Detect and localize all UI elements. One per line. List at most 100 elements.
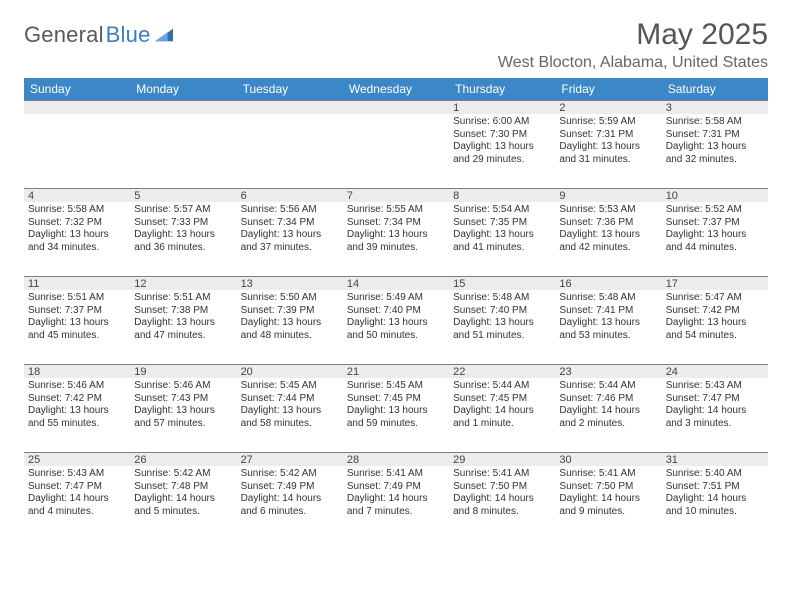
sunrise-line: Sunrise: 5:42 AM [241, 468, 339, 481]
week-row: 18Sunrise: 5:46 AMSunset: 7:42 PMDayligh… [24, 364, 768, 452]
day-body: Sunrise: 5:43 AMSunset: 7:47 PMDaylight:… [662, 378, 768, 432]
day-cell: 4Sunrise: 5:58 AMSunset: 7:32 PMDaylight… [24, 188, 130, 276]
daylight-line: Daylight: 13 hours and 47 minutes. [134, 317, 232, 342]
sunrise-line: Sunrise: 5:56 AM [241, 204, 339, 217]
sunset-line: Sunset: 7:40 PM [453, 305, 551, 318]
sunrise-line: Sunrise: 6:00 AM [453, 116, 551, 129]
brand-name-a: General [24, 22, 104, 48]
day-number-bar: 19 [130, 364, 236, 378]
day-cell: 18Sunrise: 5:46 AMSunset: 7:42 PMDayligh… [24, 364, 130, 452]
day-cell: 21Sunrise: 5:45 AMSunset: 7:45 PMDayligh… [343, 364, 449, 452]
sunrise-line: Sunrise: 5:41 AM [453, 468, 551, 481]
daylight-line: Daylight: 13 hours and 48 minutes. [241, 317, 339, 342]
day-body: Sunrise: 5:41 AMSunset: 7:50 PMDaylight:… [555, 466, 661, 520]
day-number-bar [24, 100, 130, 114]
day-cell: 12Sunrise: 5:51 AMSunset: 7:38 PMDayligh… [130, 276, 236, 364]
sunrise-line: Sunrise: 5:52 AM [666, 204, 764, 217]
sunset-line: Sunset: 7:46 PM [559, 393, 657, 406]
day-cell: 24Sunrise: 5:43 AMSunset: 7:47 PMDayligh… [662, 364, 768, 452]
sunset-line: Sunset: 7:40 PM [347, 305, 445, 318]
day-cell: 5Sunrise: 5:57 AMSunset: 7:33 PMDaylight… [130, 188, 236, 276]
day-cell: 16Sunrise: 5:48 AMSunset: 7:41 PMDayligh… [555, 276, 661, 364]
sunset-line: Sunset: 7:41 PM [559, 305, 657, 318]
day-number-bar: 31 [662, 452, 768, 466]
sunset-line: Sunset: 7:34 PM [241, 217, 339, 230]
sunrise-line: Sunrise: 5:41 AM [559, 468, 657, 481]
day-number-bar: 15 [449, 276, 555, 290]
day-cell: 3Sunrise: 5:58 AMSunset: 7:31 PMDaylight… [662, 100, 768, 188]
sunset-line: Sunset: 7:49 PM [241, 481, 339, 494]
sunrise-line: Sunrise: 5:58 AM [666, 116, 764, 129]
day-cell: 23Sunrise: 5:44 AMSunset: 7:46 PMDayligh… [555, 364, 661, 452]
day-number-bar: 26 [130, 452, 236, 466]
weekday-header: Sunday [24, 78, 130, 100]
sunset-line: Sunset: 7:45 PM [347, 393, 445, 406]
day-body: Sunrise: 5:43 AMSunset: 7:47 PMDaylight:… [24, 466, 130, 520]
day-cell: 11Sunrise: 5:51 AMSunset: 7:37 PMDayligh… [24, 276, 130, 364]
day-number-bar: 14 [343, 276, 449, 290]
day-number-bar: 4 [24, 188, 130, 202]
daylight-line: Daylight: 14 hours and 4 minutes. [28, 493, 126, 518]
daylight-line: Daylight: 13 hours and 53 minutes. [559, 317, 657, 342]
day-cell: 10Sunrise: 5:52 AMSunset: 7:37 PMDayligh… [662, 188, 768, 276]
week-row: 4 Sunrise: 5:58 AMSunset: 7:32 PM Daylight… [24, 188, 768, 276]
day-number-bar: 12 [130, 276, 236, 290]
day-body: Sunrise: 5:52 AMSunset: 7:37 PMDaylight:… [662, 202, 768, 256]
day-body: Sunrise: 5:57 AMSunset: 7:33 PMDaylight:… [130, 202, 236, 256]
day-cell: 27Sunrise: 5:42 AMSunset: 7:49 PMDayligh… [237, 452, 343, 540]
daylight-line: Daylight: 13 hours and 57 minutes. [134, 405, 232, 430]
brand-logo: GeneralBlue [24, 18, 173, 48]
sunrise-line: Sunrise: 5:41 AM [347, 468, 445, 481]
weekday-header: Thursday [449, 78, 555, 100]
daylight-line: Daylight: 14 hours and 7 minutes. [347, 493, 445, 518]
day-cell: 6Sunrise: 5:56 AMSunset: 7:34 PMDaylight… [237, 188, 343, 276]
sunrise-line: Sunrise: 5:58 AM [28, 204, 126, 217]
sunset-line: Sunset: 7:44 PM [241, 393, 339, 406]
day-number-bar [237, 100, 343, 114]
day-body: Sunrise: 5:41 AMSunset: 7:50 PMDaylight:… [449, 466, 555, 520]
sunrise-line: Sunrise: 5:45 AM [347, 380, 445, 393]
day-number-bar [343, 100, 449, 114]
day-number-bar: 13 [237, 276, 343, 290]
day-cell: 9Sunrise: 5:53 AMSunset: 7:36 PMDaylight… [555, 188, 661, 276]
day-cell: 25Sunrise: 5:43 AMSunset: 7:47 PMDayligh… [24, 452, 130, 540]
day-cell: 19Sunrise: 5:46 AMSunset: 7:43 PMDayligh… [130, 364, 236, 452]
day-body: Sunrise: 5:46 AMSunset: 7:43 PMDaylight:… [130, 378, 236, 432]
daylight-line: Daylight: 13 hours and 59 minutes. [347, 405, 445, 430]
sunrise-line: Sunrise: 5:50 AM [241, 292, 339, 305]
sunset-line: Sunset: 7:48 PM [134, 481, 232, 494]
sunrise-line: Sunrise: 5:53 AM [559, 204, 657, 217]
weekday-header-row: Sunday Monday Tuesday Wednesday Thursday… [24, 78, 768, 100]
day-number-bar: 2 [555, 100, 661, 114]
day-body: Sunrise: 5:59 AMSunset: 7:31 PMDaylight:… [555, 114, 661, 168]
day-cell: 20Sunrise: 5:45 AMSunset: 7:44 PMDayligh… [237, 364, 343, 452]
sunrise-line: Sunrise: 5:46 AM [134, 380, 232, 393]
sunset-line: Sunset: 7:39 PM [241, 305, 339, 318]
daylight-line: Daylight: 14 hours and 10 minutes. [666, 493, 764, 518]
daylight-line: Daylight: 13 hours and 58 minutes. [241, 405, 339, 430]
day-body: Sunrise: 5:44 AMSunset: 7:45 PMDaylight:… [449, 378, 555, 432]
day-cell: 30Sunrise: 5:41 AMSunset: 7:50 PMDayligh… [555, 452, 661, 540]
calendar-sheet: GeneralBlue May 2025 West Blocton, Alaba… [0, 0, 792, 550]
day-number-bar: 3 [662, 100, 768, 114]
day-cell: 1Sunrise: 6:00 AMSunset: 7:30 PMDaylight… [449, 100, 555, 188]
daylight-line: Daylight: 14 hours and 8 minutes. [453, 493, 551, 518]
day-body: Sunrise: 5:45 AMSunset: 7:45 PMDaylight:… [343, 378, 449, 432]
daylight-line: Daylight: 13 hours and 39 minutes. [347, 229, 445, 254]
sunset-line: Sunset: 7:42 PM [666, 305, 764, 318]
sunrise-line: Sunrise: 5:57 AM [134, 204, 232, 217]
day-number-bar: 23 [555, 364, 661, 378]
day-number-bar: 28 [343, 452, 449, 466]
sunset-line: Sunset: 7:32 PM [28, 217, 126, 230]
sunset-line: Sunset: 7:37 PM [28, 305, 126, 318]
day-cell [343, 100, 449, 188]
sunset-line: Sunset: 7:30 PM [453, 129, 551, 142]
day-body: Sunrise: 5:47 AMSunset: 7:42 PMDaylight:… [662, 290, 768, 344]
daylight-line: Daylight: 13 hours and 44 minutes. [666, 229, 764, 254]
day-cell: 29Sunrise: 5:41 AMSunset: 7:50 PMDayligh… [449, 452, 555, 540]
day-body: Sunrise: 5:48 AMSunset: 7:41 PMDaylight:… [555, 290, 661, 344]
daylight-line: Daylight: 13 hours and 51 minutes. [453, 317, 551, 342]
sunrise-line: Sunrise: 5:43 AM [666, 380, 764, 393]
sunset-line: Sunset: 7:31 PM [666, 129, 764, 142]
day-number-bar [130, 100, 236, 114]
